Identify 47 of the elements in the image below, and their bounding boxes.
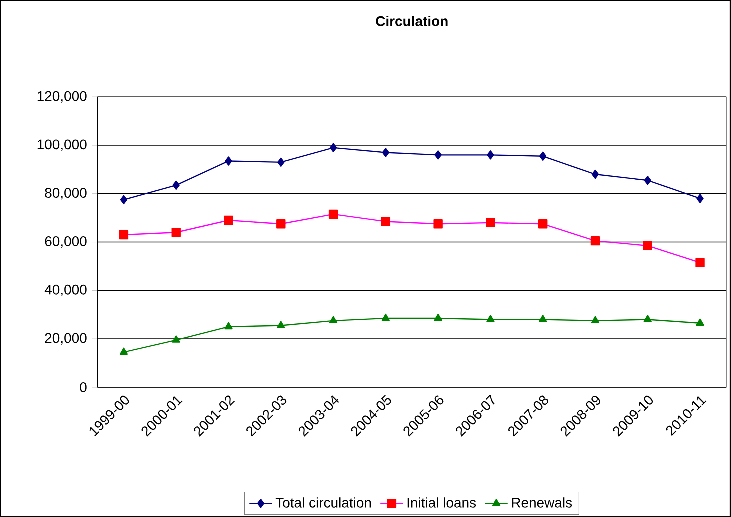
point	[486, 218, 496, 228]
point	[172, 180, 180, 190]
point	[592, 170, 600, 180]
point	[696, 318, 704, 326]
point	[644, 176, 652, 186]
y-tick-label: 0	[80, 382, 87, 392]
point	[486, 315, 495, 322]
point	[278, 158, 285, 167]
point	[329, 316, 338, 324]
point	[172, 228, 181, 238]
point	[487, 150, 494, 160]
chart-title: Circulation	[376, 16, 448, 26]
point	[644, 315, 652, 322]
point	[696, 258, 705, 268]
point	[172, 336, 180, 343]
y-tick-label: 60,000	[45, 236, 87, 248]
y-tick-label: 40,000	[44, 284, 87, 296]
point	[277, 321, 286, 328]
point	[591, 316, 600, 324]
y-tick-label: 80,000	[45, 188, 87, 200]
point	[224, 216, 234, 226]
point	[328, 210, 338, 219]
point	[276, 219, 286, 229]
point	[434, 150, 442, 160]
legend-label: Renewals	[512, 498, 572, 508]
point	[643, 241, 652, 250]
point	[120, 348, 128, 355]
point	[539, 315, 548, 322]
point	[330, 143, 338, 152]
point	[590, 236, 600, 246]
y-tick-label: 100,000	[38, 140, 87, 152]
point	[382, 148, 390, 158]
point	[120, 195, 128, 204]
point	[696, 194, 704, 204]
legend-label: Total circulation	[276, 498, 372, 508]
point	[225, 156, 232, 166]
point	[382, 314, 390, 322]
y-tick-label: 20,000	[45, 333, 87, 345]
point	[224, 322, 233, 330]
point	[434, 219, 443, 229]
point	[381, 217, 391, 226]
point	[540, 152, 547, 161]
point	[538, 219, 548, 229]
y-tick-label: 120,000	[38, 91, 87, 103]
legend-label: Initial loans	[408, 498, 476, 508]
point	[434, 314, 442, 322]
point	[119, 230, 129, 240]
